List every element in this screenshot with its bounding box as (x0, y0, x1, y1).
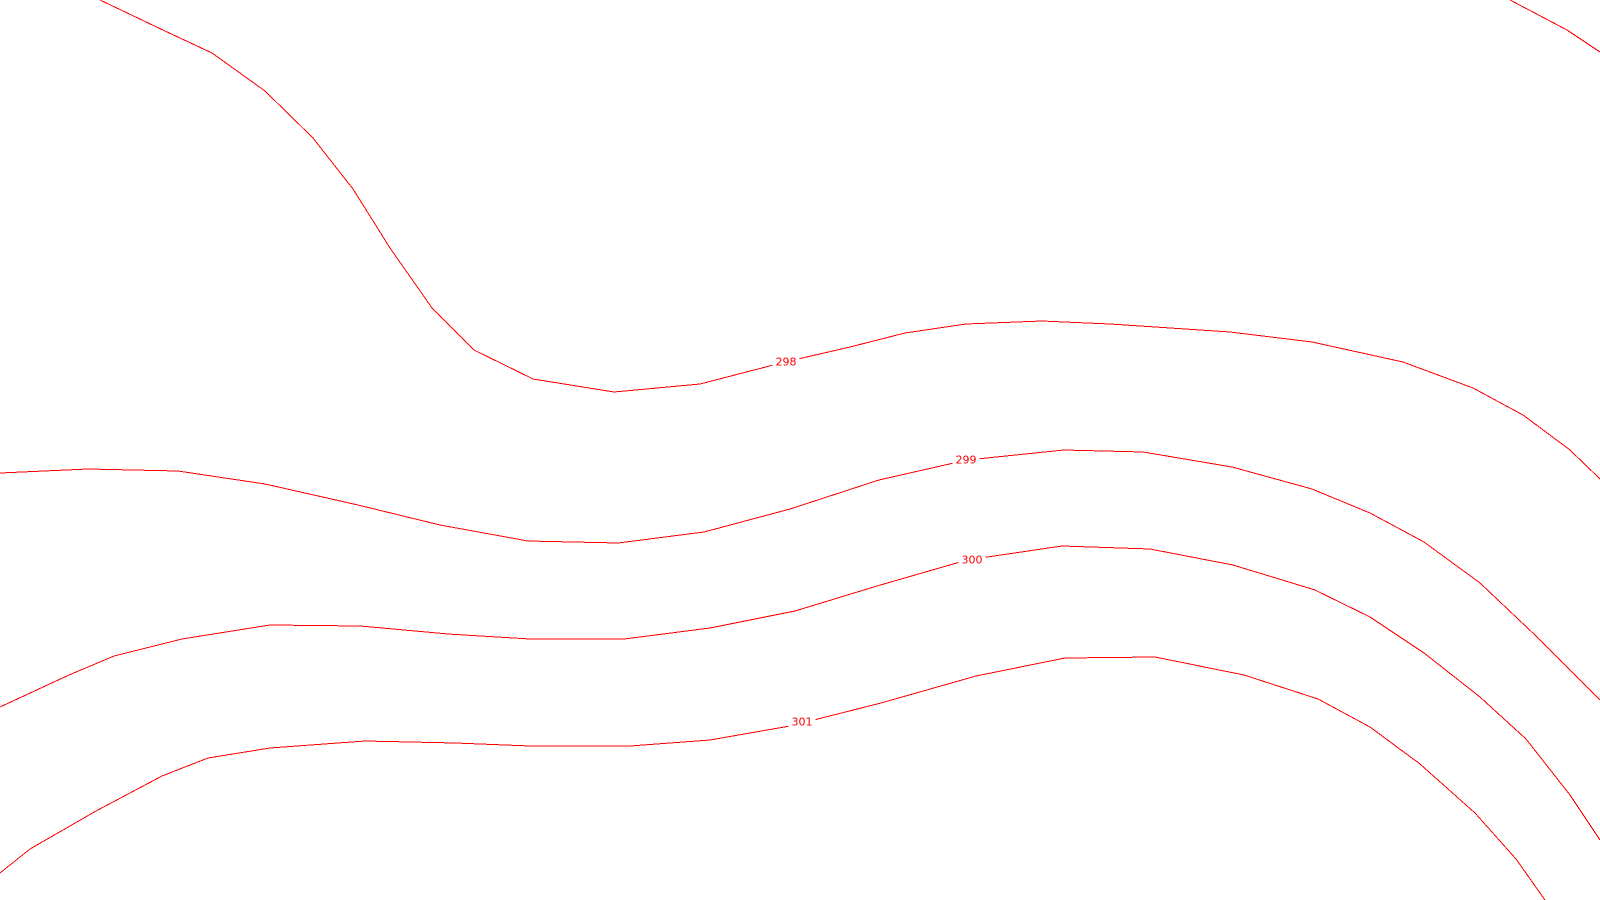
contour-300-label: 300 (962, 554, 983, 567)
contour-298-line (99, 0, 1600, 480)
contour-299-label-halo (952, 453, 980, 467)
contour-300-line (0, 545, 1600, 841)
contour-301-label-halo (788, 715, 816, 729)
contour-300-label-halo (958, 553, 986, 567)
contour-298-label: 298 (776, 356, 797, 369)
contour-labels: 298 299 300 301 (772, 355, 986, 729)
top-right-fragment-line (1509, 0, 1600, 53)
contour-299-label: 299 (956, 454, 977, 467)
contour-298-label-halo (772, 355, 800, 369)
contour-301-label: 301 (792, 716, 813, 729)
contour-299-line (0, 449, 1600, 701)
contour-301-line (0, 656, 1546, 900)
